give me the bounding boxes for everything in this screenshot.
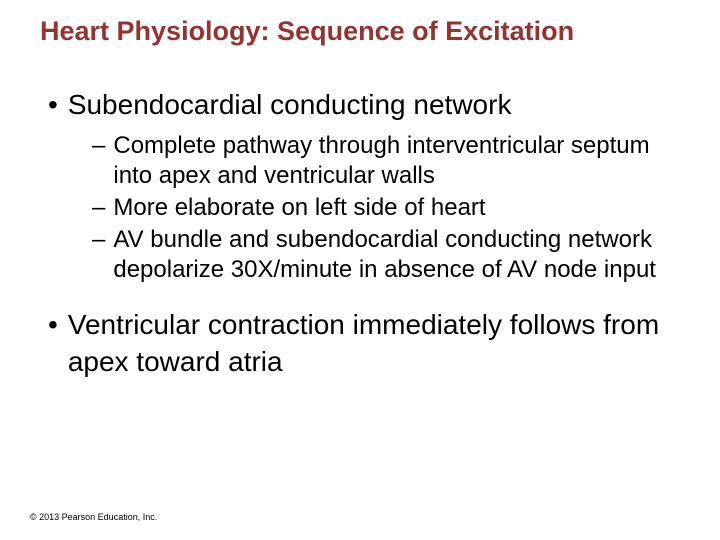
dash-marker: –	[92, 225, 105, 285]
sub-bullet-3: – AV bundle and subendocardial conductin…	[92, 225, 690, 285]
bullet-marker: •	[48, 307, 58, 380]
bullet-text: Subendocardial conducting network	[68, 87, 512, 123]
sub-bullet-text: Complete pathway through interventricula…	[113, 131, 690, 191]
bullet-text: Ventricular contraction immediately foll…	[68, 307, 690, 380]
dash-marker: –	[92, 193, 105, 223]
sub-bullet-text: AV bundle and subendocardial conducting …	[113, 225, 690, 285]
copyright-text: © 2013 Pearson Education, Inc.	[30, 512, 157, 522]
bullet-item-2: • Ventricular contraction immediately fo…	[48, 307, 690, 380]
sub-bullet-2: – More elaborate on left side of heart	[92, 193, 690, 223]
content-area: • Subendocardial conducting network – Co…	[30, 87, 690, 380]
sub-list-1: – Complete pathway through interventricu…	[48, 131, 690, 285]
sub-bullet-text: More elaborate on left side of heart	[113, 193, 485, 223]
dash-marker: –	[92, 131, 105, 191]
bullet-item-1: • Subendocardial conducting network	[48, 87, 690, 123]
bullet-marker: •	[48, 87, 58, 123]
slide-title: Heart Physiology: Sequence of Excitation	[30, 16, 690, 47]
sub-bullet-1: – Complete pathway through interventricu…	[92, 131, 690, 191]
